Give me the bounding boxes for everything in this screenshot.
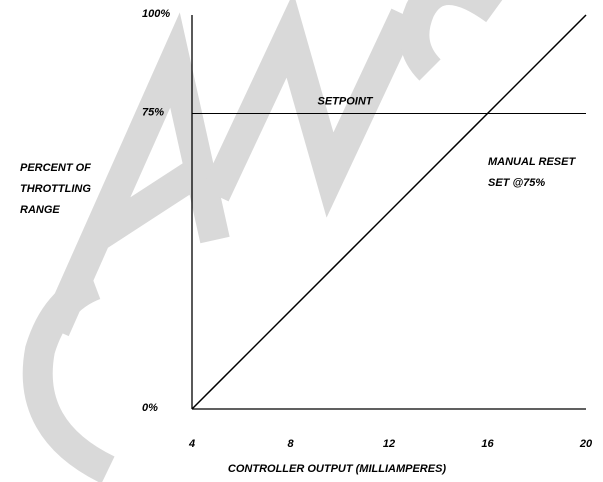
watermark-letter-n	[201, 0, 419, 218]
y-axis-label-line: RANGE	[20, 204, 60, 216]
watermark-cancelled	[22, 0, 503, 482]
annotation-line: SET @75%	[488, 177, 546, 189]
x-tick-label: 16	[481, 438, 494, 450]
labels: SETPOINT 4 8 12 16 20 0% 75% 100% CONTROLLER OUTP…	[142, 8, 593, 475]
setpoint-label: SETPOINT	[317, 96, 373, 108]
axes	[191, 15, 586, 410]
marks	[191, 14, 587, 410]
x-axis-label: CONTROLLER OUTPUT (MILLIAMPERES)	[228, 463, 446, 475]
y-tick-label: 75%	[142, 107, 164, 119]
annotation-line: MANUAL RESET	[488, 156, 576, 168]
series-line	[191, 14, 587, 410]
y-tick-label: 0%	[142, 402, 158, 414]
manual-reset-note: MANUAL RESET SET @75%	[488, 152, 598, 194]
x-tick-label: 8	[287, 438, 294, 450]
y-axis-label-line: THROTTLING	[20, 183, 91, 195]
y-tick-label: 100%	[142, 8, 170, 20]
y-axis-label: PERCENT OF THROTTLING RANGE	[20, 158, 140, 221]
y-axis-label-line: PERCENT OF	[20, 162, 91, 174]
x-tick-label: 20	[579, 438, 593, 450]
watermark-letter-a	[41, 12, 230, 337]
watermark-letter-c2	[399, 0, 503, 81]
x-tick-label: 12	[383, 438, 395, 450]
x-tick-label: 4	[188, 438, 195, 450]
